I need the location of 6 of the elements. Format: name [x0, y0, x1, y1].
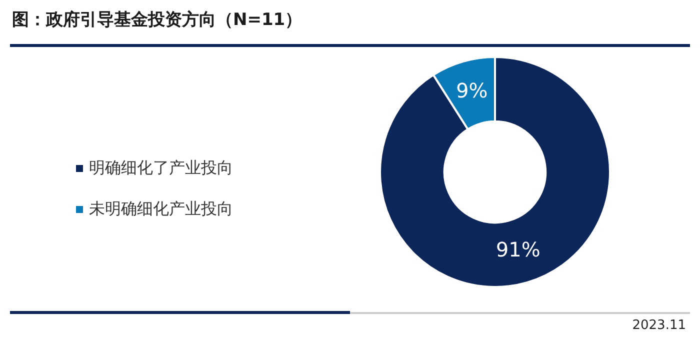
legend-label: 明确细化了产业投向	[89, 158, 233, 178]
text: 2023.11	[632, 318, 686, 333]
legend-label: 未明确细化产业投向	[89, 198, 233, 220]
data-label: 9%	[456, 78, 488, 103]
data-label: 91%	[496, 238, 540, 262]
chart-title: 图：政府引导基金投资方向（N=11）	[12, 9, 302, 31]
